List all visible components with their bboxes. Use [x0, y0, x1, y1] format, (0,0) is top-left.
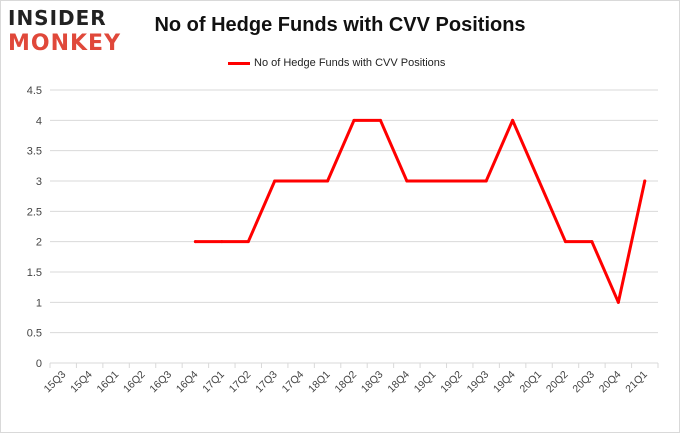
legend-label: No of Hedge Funds with CVV Positions	[254, 57, 446, 69]
x-tick-label: 18Q3	[359, 369, 386, 396]
data-point	[299, 179, 303, 183]
x-tick-label: 18Q2	[332, 369, 359, 396]
x-tick-label: 16Q2	[121, 369, 148, 396]
data-point	[590, 240, 594, 244]
y-tick-label: 3.5	[27, 146, 42, 158]
data-point	[563, 240, 567, 244]
data-point	[484, 179, 488, 183]
data-point	[246, 240, 250, 244]
x-tick-label: 20Q1	[518, 369, 545, 396]
x-tick-label: 20Q2	[544, 369, 571, 396]
legend-swatch	[228, 61, 250, 65]
x-tick-label: 19Q2	[438, 369, 465, 396]
y-tick-label: 2	[36, 237, 42, 249]
x-tick-label: 16Q3	[147, 369, 174, 396]
logo-line-1: INSIDER	[8, 6, 107, 30]
data-point	[511, 118, 515, 122]
y-tick-label: 4	[36, 115, 42, 127]
data-point	[458, 179, 462, 183]
y-tick-label: 0.5	[27, 328, 42, 340]
x-tick-label: 17Q2	[227, 369, 254, 396]
x-tick-label: 20Q3	[570, 369, 597, 396]
chart-title: No of Hedge Funds with CVV Positions	[154, 14, 526, 36]
x-tick-label: 15Q4	[68, 369, 95, 396]
x-tick-label: 16Q1	[95, 369, 122, 396]
data-point	[643, 179, 647, 183]
x-tick-label: 17Q3	[253, 369, 280, 396]
data-point	[273, 179, 277, 183]
x-tick-label: 15Q3	[42, 369, 69, 396]
x-tick-label: 17Q4	[280, 369, 307, 396]
chart-legend: No of Hedge Funds with CVV Positions	[228, 55, 445, 71]
data-point	[193, 240, 197, 244]
data-point	[537, 179, 541, 183]
x-tick-label: 18Q4	[385, 369, 412, 396]
x-tick-label: 19Q3	[465, 369, 492, 396]
y-tick-label: 4.5	[27, 85, 42, 97]
logo-line-2: MONKEY	[8, 31, 122, 56]
series-line-cvv	[193, 118, 647, 304]
data-point	[405, 179, 409, 183]
data-point	[326, 179, 330, 183]
data-point	[378, 118, 382, 122]
x-tick-label: 19Q4	[491, 369, 518, 396]
data-point	[616, 300, 620, 304]
y-tick-label: 3	[36, 176, 42, 188]
y-tick-label: 2.5	[27, 206, 42, 218]
y-tick-label: 1	[36, 297, 42, 309]
x-tick-label: 19Q1	[412, 369, 439, 396]
x-tick-label: 16Q4	[174, 369, 201, 396]
data-point	[431, 179, 435, 183]
data-point	[220, 240, 224, 244]
x-tick-label: 18Q1	[306, 369, 333, 396]
y-tick-label: 0	[36, 358, 42, 370]
x-tick-label: 20Q4	[597, 369, 624, 396]
data-point	[352, 118, 356, 122]
x-tick-label: 21Q1	[623, 369, 650, 396]
insider-monkey-logo: INSIDER MONKEY	[8, 6, 128, 58]
x-tick-label: 17Q1	[200, 369, 227, 396]
y-tick-label: 1.5	[27, 267, 42, 279]
